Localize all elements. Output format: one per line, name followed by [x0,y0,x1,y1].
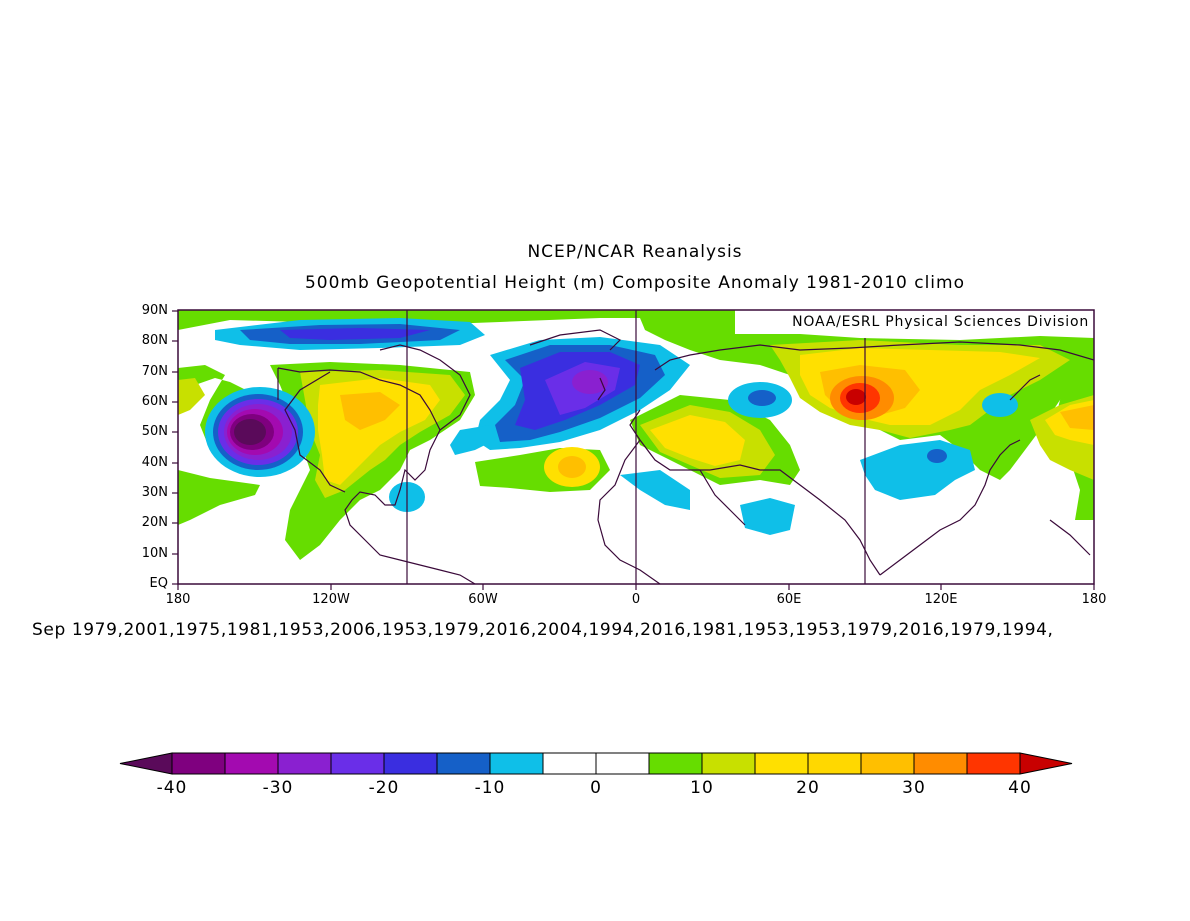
colorbar-box [224,752,279,775]
colorbar-box [913,752,968,775]
colorbar-arrow-low [119,752,173,775]
colorbar-box [807,752,862,775]
anomaly-negative-weak [620,470,690,510]
lat-label: 30N [141,485,168,500]
anomaly-positive-very-strong [340,392,400,430]
anomaly-negative-extreme [234,419,266,445]
anomaly-positive-moderate [178,378,205,415]
lon-label: 0 [631,592,641,607]
lat-label: 40N [141,455,168,470]
lon-label: 180 [1081,592,1107,607]
colorbar-box [436,752,491,775]
credit-label: NOAA/ESRL Physical Sciences Division [735,311,1091,334]
lon-label: 60W [468,592,498,607]
colorbar-label: -30 [262,778,294,798]
colorbar-box [860,752,915,775]
colorbar-box [754,752,809,775]
lat-label: 90N [141,303,168,318]
lon-label: 60E [776,592,802,607]
lon-ticks [177,584,1095,590]
anomaly-negative-moderate [927,449,947,463]
lat-label: 80N [141,333,168,348]
colorbar-boxes [119,752,1073,775]
coastlines [277,329,1094,584]
colorbar-box [701,752,756,775]
colorbar-arrow-high [1019,752,1073,775]
anomaly-negative-strong [280,328,430,340]
colorbar-box [542,752,597,775]
lon-label: 120E [924,592,958,607]
colorbar-box [966,752,1021,775]
anomaly-positive-strong [650,415,745,466]
colorbar-label: 0 [590,778,602,798]
colorbar-label: 10 [690,778,714,798]
colorbar-box [383,752,438,775]
colorbar-box [171,752,226,775]
anomaly-positive-very-strong [1060,405,1094,430]
lat-label: EQ [149,576,168,591]
colorbar-label: 30 [902,778,926,798]
colorbar-label: 20 [796,778,820,798]
colorbar-label: 40 [1008,778,1032,798]
colorbar-box [277,752,332,775]
colorbar-label: -40 [156,778,188,798]
anomaly-positive-extreme [846,389,866,405]
lat-ticks [172,310,178,585]
composite-years: Sep 1979,2001,1975,1981,1953,2006,1953,1… [32,620,1054,640]
anomaly-negative-weak [982,393,1018,417]
lat-label: 60N [141,394,168,409]
meridian-lines [277,310,866,584]
title-line-1: NCEP/NCAR Reanalysis [527,242,743,262]
lat-label: 50N [141,424,168,439]
colorbar-box [489,752,544,775]
anomaly-negative-strong [572,370,608,394]
anomaly-positive-very-strong [558,456,586,478]
colorbar-box [595,752,650,775]
lon-label: 120W [312,592,350,607]
anomaly-positive-weak [178,310,735,330]
anomaly-positive-weak [178,470,260,525]
colorbar-box [648,752,703,775]
lon-label: 180 [165,592,191,607]
colorbar-box [330,752,385,775]
anomaly-negative-moderate [748,390,776,406]
lat-label: 10N [141,546,168,561]
lat-label: 20N [141,515,168,530]
colorbar-label: -20 [368,778,400,798]
colorbar-label: -10 [474,778,506,798]
anomaly-negative-weak [450,425,495,455]
lat-label: 70N [141,364,168,379]
title-line-2: 500mb Geopotential Height (m) Composite … [304,273,965,293]
anomaly-negative-weak [740,498,795,535]
